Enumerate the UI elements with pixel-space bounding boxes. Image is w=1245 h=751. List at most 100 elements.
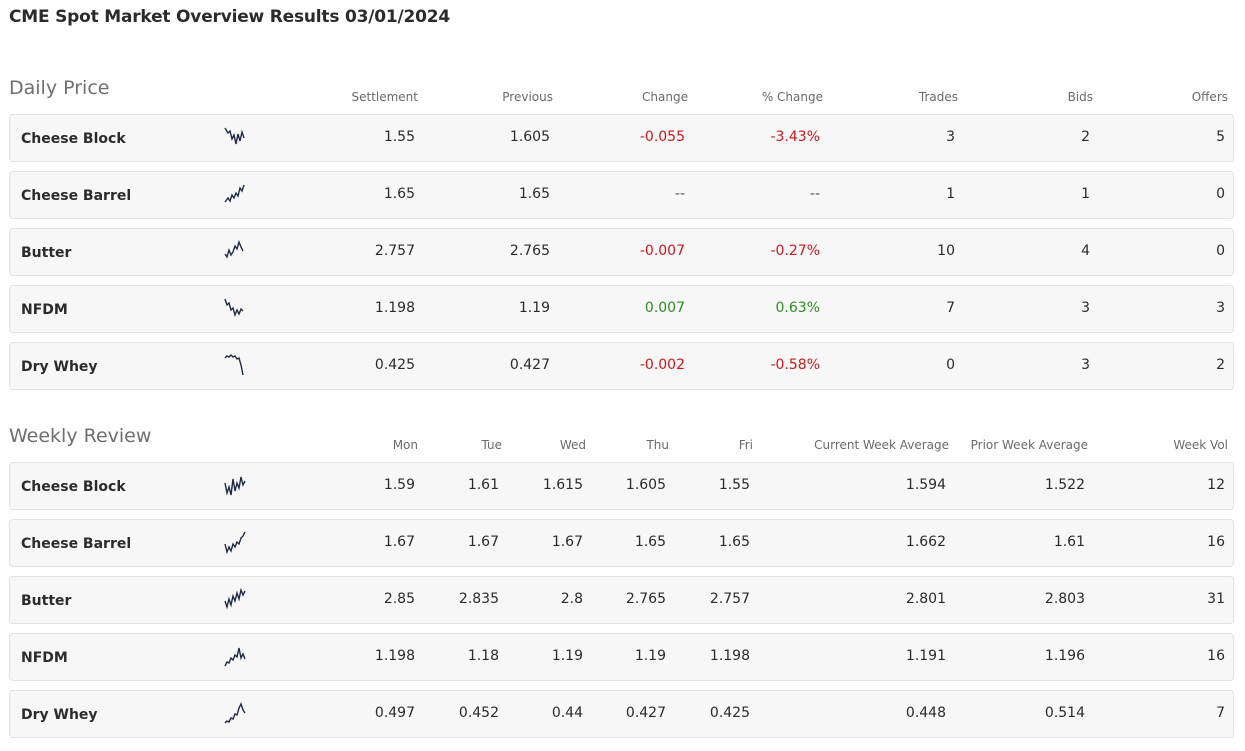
header-bids: Bids: [1067, 90, 1093, 104]
weekly-row-dry-whey[interactable]: Dry Whey 0.497 0.452 0.44 0.427 0.425 0.…: [9, 690, 1234, 738]
current-week-average-value: 1.191: [905, 648, 946, 664]
current-week-average-value: 0.448: [905, 705, 946, 721]
sparkline-icon: [224, 127, 245, 145]
mon-value: 1.59: [383, 477, 415, 493]
prior-week-average-value: 0.514: [1044, 705, 1085, 721]
trades-value: 1: [946, 186, 955, 202]
previous-value: 2.765: [509, 243, 550, 259]
header-mon: Mon: [392, 438, 418, 452]
pct-change-value: -0.58%: [770, 357, 820, 373]
wed-value: 1.615: [542, 477, 583, 493]
sparkline-icon: [224, 354, 244, 376]
row-name: Cheese Barrel: [21, 188, 132, 204]
row-name: Dry Whey: [21, 707, 98, 723]
offers-value: 0: [1216, 243, 1225, 259]
page-title: CME Spot Market Overview Results 03/01/2…: [9, 7, 451, 27]
week-vol-value: 12: [1207, 477, 1225, 493]
sparkline-icon: [224, 702, 246, 724]
trades-value: 0: [946, 357, 955, 373]
offers-value: 2: [1216, 357, 1225, 373]
bids-value: 1: [1081, 186, 1090, 202]
bids-value: 2: [1081, 129, 1090, 145]
prior-week-average-value: 1.522: [1044, 477, 1085, 493]
settlement-value: 1.55: [383, 129, 415, 145]
trades-value: 7: [946, 300, 955, 316]
wed-value: 2.8: [560, 591, 583, 607]
thu-value: 1.19: [634, 648, 666, 664]
row-name: Cheese Barrel: [21, 536, 132, 552]
header-wed: Wed: [559, 438, 586, 452]
thu-value: 1.65: [634, 534, 666, 550]
mon-value: 2.85: [383, 591, 415, 607]
tue-value: 1.18: [467, 648, 499, 664]
pct-change-value: 0.63%: [775, 300, 820, 316]
offers-value: 5: [1216, 129, 1225, 145]
thu-value: 2.765: [625, 591, 666, 607]
wed-value: 1.19: [551, 648, 583, 664]
header-current-week-average: Current Week Average: [814, 438, 949, 452]
row-name: Cheese Block: [21, 479, 126, 495]
header-trades: Trades: [918, 90, 958, 104]
header-offers: Offers: [1191, 90, 1228, 104]
sparkline-icon: [224, 647, 246, 667]
pct-change-value: -3.43%: [770, 129, 820, 145]
fri-value: 1.55: [718, 477, 750, 493]
row-name: Butter: [21, 593, 72, 609]
settlement-value: 1.198: [374, 300, 415, 316]
settlement-value: 2.757: [374, 243, 415, 259]
prior-week-average-value: 1.61: [1053, 534, 1085, 550]
sparkline-icon: [224, 239, 244, 259]
fri-value: 2.757: [709, 591, 750, 607]
fri-value: 1.65: [718, 534, 750, 550]
tue-value: 2.835: [458, 591, 499, 607]
previous-value: 1.65: [518, 186, 550, 202]
current-week-average-value: 1.594: [905, 477, 946, 493]
change-value: -0.007: [639, 243, 685, 259]
header-fri: Fri: [738, 438, 753, 452]
pct-change-value: --: [809, 186, 820, 202]
row-name: Dry Whey: [21, 359, 98, 375]
row-name: NFDM: [21, 302, 68, 318]
mon-value: 1.67: [383, 534, 415, 550]
row-name: Butter: [21, 245, 72, 261]
tue-value: 0.452: [458, 705, 499, 721]
change-value: -0.002: [639, 357, 685, 373]
weekly-row-cheese-block[interactable]: Cheese Block 1.59 1.61 1.615 1.605 1.55 …: [9, 462, 1234, 510]
thu-value: 1.605: [625, 477, 666, 493]
weekly-row-butter[interactable]: Butter 2.85 2.835 2.8 2.765 2.757 2.801 …: [9, 576, 1234, 624]
settlement-value: 1.65: [383, 186, 415, 202]
daily-row-cheese-block[interactable]: Cheese Block 1.55 1.605 -0.055 -3.43% 3 …: [9, 114, 1234, 162]
weekly-row-nfdm[interactable]: NFDM 1.198 1.18 1.19 1.19 1.198 1.191 1.…: [9, 633, 1234, 681]
mon-value: 1.198: [374, 648, 415, 664]
previous-value: 0.427: [509, 357, 550, 373]
header-settlement: Settlement: [351, 90, 418, 104]
daily-row-butter[interactable]: Butter 2.757 2.765 -0.007 -0.27% 10 4 0: [9, 228, 1234, 276]
weekly-review-title: Weekly Review: [9, 425, 152, 447]
change-value: --: [674, 186, 685, 202]
trades-value: 3: [946, 129, 955, 145]
weekly-row-cheese-barrel[interactable]: Cheese Barrel 1.67 1.67 1.67 1.65 1.65 1…: [9, 519, 1234, 567]
pct-change-value: -0.27%: [770, 243, 820, 259]
week-vol-value: 16: [1207, 648, 1225, 664]
daily-row-dry-whey[interactable]: Dry Whey 0.425 0.427 -0.002 -0.58% 0 3 2: [9, 342, 1234, 390]
change-value: 0.007: [644, 300, 685, 316]
offers-value: 3: [1216, 300, 1225, 316]
sparkline-icon: [224, 587, 246, 610]
prior-week-average-value: 2.803: [1044, 591, 1085, 607]
trades-value: 10: [937, 243, 955, 259]
current-week-average-value: 1.662: [905, 534, 946, 550]
tue-value: 1.61: [467, 477, 499, 493]
settlement-value: 0.425: [374, 357, 415, 373]
daily-row-cheese-barrel[interactable]: Cheese Barrel 1.65 1.65 -- -- 1 1 0: [9, 171, 1234, 219]
thu-value: 0.427: [625, 705, 666, 721]
sparkline-icon: [224, 184, 245, 203]
header-tue: Tue: [481, 438, 503, 452]
daily-row-nfdm[interactable]: NFDM 1.198 1.19 0.007 0.63% 7 3 3: [9, 285, 1234, 333]
wed-value: 0.44: [551, 705, 583, 721]
bids-value: 3: [1081, 300, 1090, 316]
header-change: Change: [642, 90, 688, 104]
previous-value: 1.19: [518, 300, 550, 316]
header-week-vol: Week Vol: [1173, 438, 1228, 452]
change-value: -0.055: [639, 129, 685, 145]
mon-value: 0.497: [374, 705, 415, 721]
